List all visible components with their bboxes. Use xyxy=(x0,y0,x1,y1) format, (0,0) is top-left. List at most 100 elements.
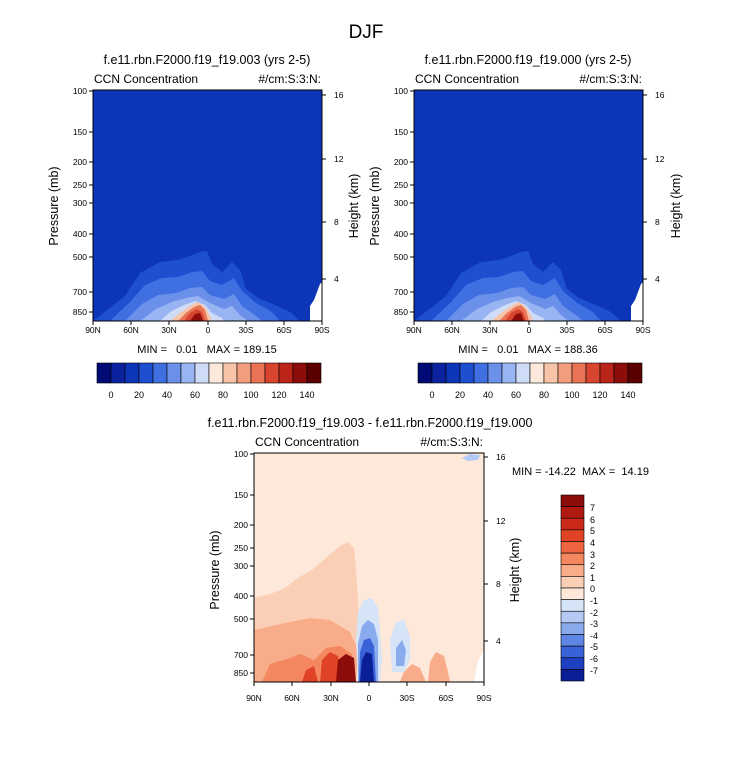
contour-fill xyxy=(414,90,643,321)
x-tick-label: 0 xyxy=(367,693,372,703)
x-tick-label: 90S xyxy=(476,693,491,703)
colorbar-cell xyxy=(292,362,308,384)
colorbar-label: -7 xyxy=(590,666,598,676)
colorbar-cell xyxy=(306,362,322,384)
colorbar-cell xyxy=(560,494,585,507)
colorbar-cell xyxy=(278,362,294,384)
y-tick-label: 300 xyxy=(234,561,248,571)
y-axis-height: Height (km) 16 12 8 4 xyxy=(484,452,522,646)
y-tick-label: 850 xyxy=(234,668,248,678)
colorbar-cell xyxy=(560,587,585,600)
y2-axis-title: Height (km) xyxy=(508,538,522,603)
colorbar-label: 6 xyxy=(590,515,595,525)
x-axis: 90N 60N 30N 0 30S 60S 90S xyxy=(246,682,492,703)
colorbar: 0 20 40 60 80 100 120 140 xyxy=(417,362,643,400)
y-tick-label: 300 xyxy=(73,198,87,208)
x-tick-label: 90N xyxy=(406,325,422,335)
colorbar-label: 100 xyxy=(564,390,579,400)
colorbar-cell xyxy=(560,541,585,554)
colorbar-label: 140 xyxy=(620,390,635,400)
y-tick-label: 700 xyxy=(73,287,87,297)
colorbar-label: -4 xyxy=(590,631,598,641)
colorbar-label: 0 xyxy=(108,390,113,400)
colorbar-label: 0 xyxy=(590,584,595,594)
colorbar: 0 20 40 60 80 100 120 140 xyxy=(96,362,322,400)
colorbar-vertical: 7 6 5 4 3 2 1 0 -1 -2 -3 -4 -5 -6 -7 xyxy=(560,494,598,682)
colorbar-label: 60 xyxy=(511,390,521,400)
y-tick-label: 200 xyxy=(234,520,248,530)
colorbar-cell xyxy=(431,362,447,384)
colorbar-cell xyxy=(487,362,503,384)
colorbar-cell xyxy=(501,362,517,384)
colorbar-label: 20 xyxy=(455,390,465,400)
x-tick-label: 60N xyxy=(284,693,300,703)
colorbar-label: -6 xyxy=(590,654,598,664)
x-tick-label: 30S xyxy=(238,325,253,335)
y-tick-label: 100 xyxy=(394,86,408,96)
colorbar-cell xyxy=(194,362,210,384)
min-max-label: MIN = 0.01 MAX = 189.15 xyxy=(137,344,276,356)
colorbar-label: 140 xyxy=(299,390,314,400)
y-tick-label: 400 xyxy=(234,591,248,601)
colorbar-label: -5 xyxy=(590,642,598,652)
y-axis-title: Pressure (mb) xyxy=(47,166,61,245)
colorbar-cell xyxy=(124,362,140,384)
colorbar-cell xyxy=(473,362,489,384)
colorbar-label: 60 xyxy=(190,390,200,400)
colorbar-cell xyxy=(560,517,585,531)
y2-tick-label: 4 xyxy=(655,274,660,284)
y-axis-pressure: Pressure (mb) 100 150 200 250 300 400 50… xyxy=(368,86,414,317)
colorbar-label: 0 xyxy=(429,390,434,400)
units-label: #/cm:S:3:N: xyxy=(579,72,642,86)
x-tick-label: 30N xyxy=(161,325,177,335)
colorbar-label: 7 xyxy=(590,503,595,513)
units-label: #/cm:S:3:N: xyxy=(258,72,321,86)
min-max-label: MIN = 0.01 MAX = 188.36 xyxy=(458,344,597,356)
colorbar-label: 1 xyxy=(590,573,595,583)
x-tick-label: 0 xyxy=(206,325,211,335)
y2-tick-label: 8 xyxy=(655,217,660,227)
colorbar-cell xyxy=(560,564,585,577)
y-tick-label: 500 xyxy=(394,252,408,262)
colorbar-cell xyxy=(236,362,252,384)
y-tick-label: 200 xyxy=(73,157,87,167)
y-axis-height: Height (km) 16 12 8 4 xyxy=(322,90,361,284)
colorbar-cell xyxy=(138,362,154,384)
colorbar-cell xyxy=(560,622,585,635)
variable-label: CCN Concentration xyxy=(415,72,519,86)
x-tick-label: 60S xyxy=(597,325,612,335)
units-label: #/cm:S:3:N: xyxy=(420,435,483,449)
colorbar-cell xyxy=(96,362,112,384)
colorbar-cell xyxy=(560,529,585,542)
y2-tick-label: 16 xyxy=(334,90,344,100)
colorbar-label: -1 xyxy=(590,596,598,606)
x-axis: 90N 60N 30N 0 30S 60S 90S xyxy=(406,321,651,335)
y2-tick-label: 4 xyxy=(496,636,501,646)
colorbar-cell xyxy=(585,362,601,384)
colorbar-label: 100 xyxy=(243,390,258,400)
y2-tick-label: 12 xyxy=(496,516,506,526)
contour-fill xyxy=(93,90,322,321)
y-tick-label: 700 xyxy=(394,287,408,297)
y-tick-label: 250 xyxy=(394,180,408,190)
panel-exp003: f.e11.rbn.F2000.f19_f19.003 (yrs 2-5) CC… xyxy=(47,53,361,400)
y2-axis-title: Height (km) xyxy=(669,174,683,239)
colorbar-label: 120 xyxy=(592,390,607,400)
y-axis-pressure: Pressure (mb) 100 150 200 250 300 400 50… xyxy=(47,86,93,317)
colorbar-cell xyxy=(459,362,475,384)
colorbar-label: -2 xyxy=(590,608,598,618)
x-tick-label: 0 xyxy=(527,325,532,335)
colorbar-label: 40 xyxy=(483,390,493,400)
y-axis-title: Pressure (mb) xyxy=(368,166,382,245)
y-tick-label: 150 xyxy=(73,127,87,137)
y2-tick-label: 12 xyxy=(655,154,665,164)
colorbar-label: 4 xyxy=(590,538,595,548)
y2-tick-label: 4 xyxy=(334,274,339,284)
colorbar-cell xyxy=(445,362,461,384)
colorbar-cell xyxy=(222,362,238,384)
colorbar-cell xyxy=(571,362,587,384)
colorbar-label: 2 xyxy=(590,561,595,571)
colorbar-label: 3 xyxy=(590,550,595,560)
colorbar-cell xyxy=(613,362,629,384)
